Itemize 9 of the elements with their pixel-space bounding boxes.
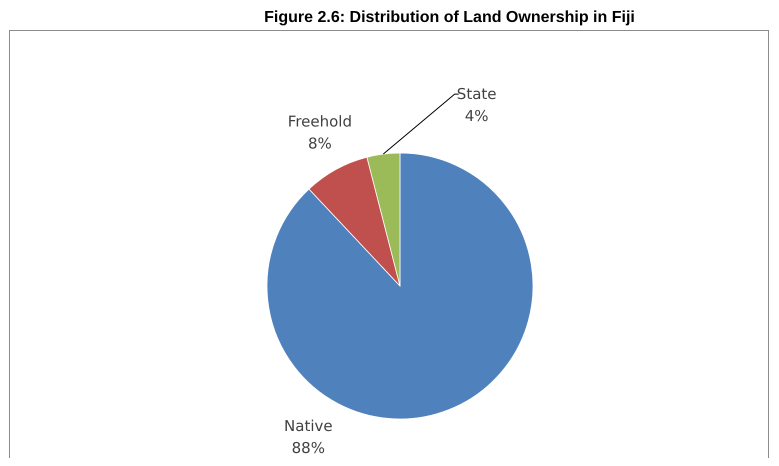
data-label: 4%	[464, 107, 489, 126]
slice-label: State	[456, 85, 497, 104]
pie-slice	[266, 152, 534, 420]
data-label: 8%	[308, 134, 332, 152]
slice-label: Native	[284, 417, 333, 436]
slice-label: Freehold	[288, 112, 352, 130]
chart-title: Figure 2.6: Distribution of Land Ownership in Fiji	[264, 9, 635, 26]
data-label: 88%	[292, 439, 325, 458]
pie-slice	[308, 156, 400, 286]
